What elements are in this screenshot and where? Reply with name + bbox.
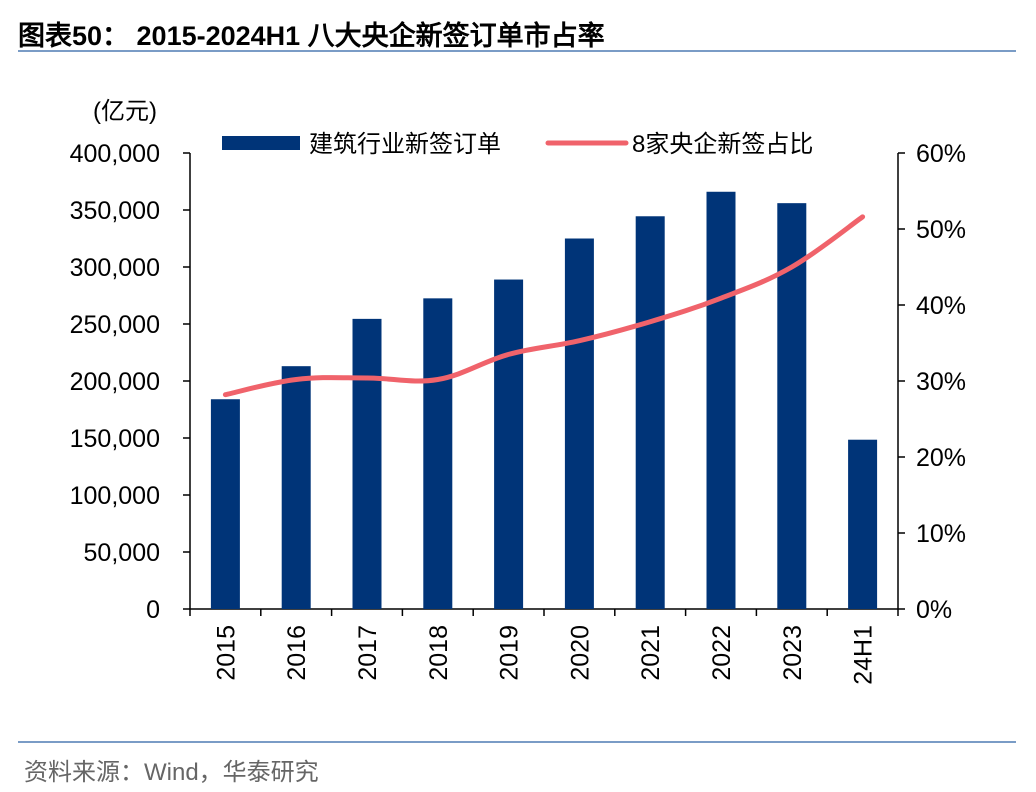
bar-2019 xyxy=(494,279,524,609)
bar-2022 xyxy=(706,191,736,609)
right-axis-tick-label: 0% xyxy=(916,596,952,624)
x-axis-tick-label: 2019 xyxy=(496,625,524,681)
left-axis-tick-label: 100,000 xyxy=(70,482,160,510)
legend-label-bar: 建筑行业新签订单 xyxy=(309,131,501,158)
x-axis-tick-label: 2018 xyxy=(425,625,453,681)
left-axis-tick-label: 50,000 xyxy=(84,539,160,567)
bar-24H1 xyxy=(848,439,878,609)
x-axis-tick-label: 2023 xyxy=(779,625,807,681)
right-axis-tick-label: 20% xyxy=(916,444,966,472)
chart-title: 图表50： 2015-2024H1 八大央企新签订单市占率 xyxy=(18,21,605,51)
bar-2015 xyxy=(210,399,240,609)
x-axis-tick-label: 2015 xyxy=(212,625,240,681)
x-axis-tick-label: 2020 xyxy=(566,625,594,681)
right-axis-tick-label: 50% xyxy=(916,216,966,244)
x-axis-tick-label: 2016 xyxy=(283,625,311,681)
bar-2021 xyxy=(635,216,665,609)
line-share-path xyxy=(222,214,866,398)
right-axis-tick-label: 30% xyxy=(916,368,966,396)
x-axis-tick-label: 2021 xyxy=(637,625,665,681)
chart-legend: 建筑行业新签订单 8家央企新签占比 xyxy=(222,131,813,158)
bar-2017 xyxy=(352,318,382,609)
bar-2020 xyxy=(564,238,594,609)
left-axis-tick-label: 0 xyxy=(146,596,160,624)
legend-swatch-bar xyxy=(222,136,300,150)
left-axis-tick-label: 150,000 xyxy=(70,425,160,453)
right-axis-tick-label: 40% xyxy=(916,292,966,320)
footer-divider xyxy=(18,741,1016,743)
source-note: 资料来源：Wind，华泰研究 xyxy=(24,759,319,786)
bar-2016 xyxy=(281,366,311,609)
bar-2023 xyxy=(777,203,807,609)
left-axis-tick-label: 250,000 xyxy=(70,311,160,339)
line-series xyxy=(222,214,866,398)
x-axis-tick-label: 2017 xyxy=(354,625,382,681)
left-axis-tick-label: 200,000 xyxy=(70,368,160,396)
left-axis-tick-label: 350,000 xyxy=(70,197,160,225)
bar-2018 xyxy=(423,298,453,609)
title-divider xyxy=(18,50,1016,52)
left-axis-tick-label: 300,000 xyxy=(70,254,160,282)
x-axis-tick-label: 24H1 xyxy=(850,625,878,685)
legend-label-line: 8家央企新签占比 xyxy=(632,131,813,158)
x-axis-tick-label: 2022 xyxy=(708,625,736,681)
left-axis-unit: (亿元) xyxy=(93,98,157,125)
bar-series xyxy=(210,191,878,609)
chart-axes: 0 50,000 100,000 150,000 200,000 250,000 300,0… xyxy=(70,140,966,685)
right-axis-tick-label: 10% xyxy=(916,520,966,548)
left-axis-tick-label: 400,000 xyxy=(70,140,160,168)
right-axis-tick-label: 60% xyxy=(916,140,966,168)
